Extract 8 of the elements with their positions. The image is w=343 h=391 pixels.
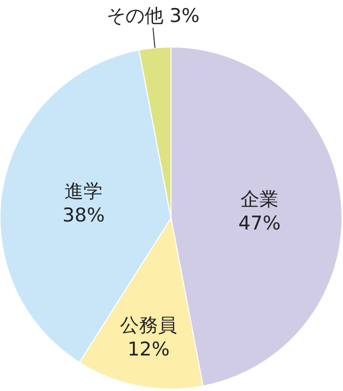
slice-label: 進学 xyxy=(64,180,103,202)
data-label: 47% xyxy=(238,212,281,235)
data-label: 12% xyxy=(127,338,170,361)
data-label: 38% xyxy=(62,204,105,226)
data-label: 3% xyxy=(169,4,200,27)
slice-label: 公務員 xyxy=(120,314,178,337)
slice-label: その他 xyxy=(106,4,170,27)
slice-label: 企業 xyxy=(240,188,279,211)
